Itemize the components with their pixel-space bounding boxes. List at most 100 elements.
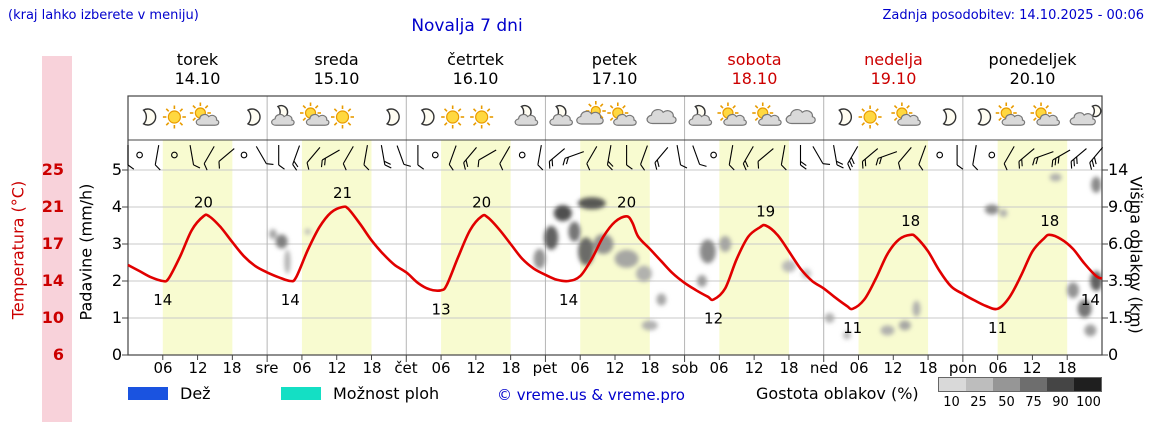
cloud-height-axis-title: Višina oblakov (km) [1126,176,1146,334]
density-step [1047,378,1074,391]
wind-barb [861,148,879,169]
wind-barb [171,151,178,159]
precipitation-axis-title: Padavine (mm/h) [76,183,96,321]
wind-barb [255,146,274,165]
temperature-curve [127,205,1103,311]
cloud-density-scale [938,377,1102,392]
moon-cloud-icon [549,104,573,126]
cloud-sun-icon [576,101,606,125]
moon-icon [977,108,992,126]
daytime-band [162,140,233,355]
wind-barb [626,145,633,170]
wind-barb [742,146,754,171]
copyright-link[interactable]: © vreme.us & vreme.pro [497,386,685,404]
moon-icon [246,108,261,126]
wind-barb [606,145,614,171]
temperature-value-label: 19 [756,203,775,221]
wind-barb [380,145,392,169]
cloud-density-layer [268,173,1102,340]
rain-swatch [128,387,168,400]
wind-barb [240,151,248,159]
sun-icon [858,105,882,129]
wind-barb [875,151,898,166]
wind-barb [757,148,774,169]
wind-barb [676,145,688,169]
sun-cloud-icon [752,102,782,126]
wind-barb [1003,146,1015,171]
wind-barb [956,145,964,170]
sun-cloud-icon [995,102,1026,126]
temperature-value-label: 21 [333,184,352,202]
wind-barb [189,145,201,169]
wind-barb [548,148,566,169]
cloud-icon [785,108,816,125]
wind-barb [897,146,912,170]
wind-barb [1032,151,1054,166]
wind-barb [710,151,717,159]
wind-barb [812,146,831,165]
wind-barb [431,151,439,159]
wind-barb [306,146,321,170]
wind-barb [203,146,215,171]
density-step [993,378,1020,391]
showers-label: Možnost ploh [333,384,440,403]
wind-barb [154,145,161,171]
wind-barb [1070,148,1087,169]
wind-barb [1018,148,1035,169]
wind-barb [136,151,143,159]
showers-swatch [281,387,321,400]
temperature-value-label: 13 [432,300,451,318]
wind-barb [448,145,457,171]
wind-barb [499,146,511,171]
cloud-icon [646,108,677,125]
cloud-density-label: Gostota oblakov (%) [756,384,919,403]
last-update: Zadnja posodobitev: 14.10.2025 - 00:06 [882,8,1144,23]
moon-icon [142,108,157,126]
wind-barb [278,145,285,170]
cloud-moon-icon [1069,104,1102,126]
temperature-value-label: 20 [617,193,636,211]
wind-barb [728,145,735,171]
daytime-band [997,140,1068,355]
density-step [966,378,993,391]
density-step [939,378,966,391]
page-title: Novalja 7 dni [411,16,523,36]
moon-icon [942,108,957,126]
temperature-scale-strip [42,56,72,422]
wind-barb [1051,149,1071,168]
sun-cloud-icon [891,102,921,126]
sun-icon [470,105,494,129]
wind-barb [396,145,411,167]
daytime-band [719,140,789,355]
sun-cloud-icon [717,102,747,126]
rain-label: Dež [180,384,211,403]
moon-cloud-icon [514,104,539,126]
wind-barb [463,146,477,170]
wind-barb [127,145,135,170]
moon-cloud-icon [271,104,295,126]
temperature-value-label: 18 [1040,212,1059,230]
temperature-value-label: 11 [988,319,1007,337]
density-step [1020,378,1047,391]
moon-icon [420,108,435,126]
wind-barb [417,145,425,170]
wind-barb [972,145,979,171]
temperature-value-label: 14 [1081,291,1100,309]
wind-barb [586,146,598,171]
sun-icon [331,105,355,129]
temperature-value-label: 14 [559,291,578,309]
wind-barb [799,145,807,170]
wind-barb [218,148,235,169]
temperature-value-label: 14 [153,291,172,309]
wind-barb [363,145,370,171]
menu-hint: (kraj lahko izberete v meniju) [8,8,199,23]
wind-barb [988,151,996,159]
wind-barb [654,146,669,170]
sun-icon [441,105,465,129]
wind-barb [292,145,301,171]
wind-barb [562,151,584,166]
sun-cloud-icon [189,102,220,126]
moon-cloud-icon [688,104,713,126]
